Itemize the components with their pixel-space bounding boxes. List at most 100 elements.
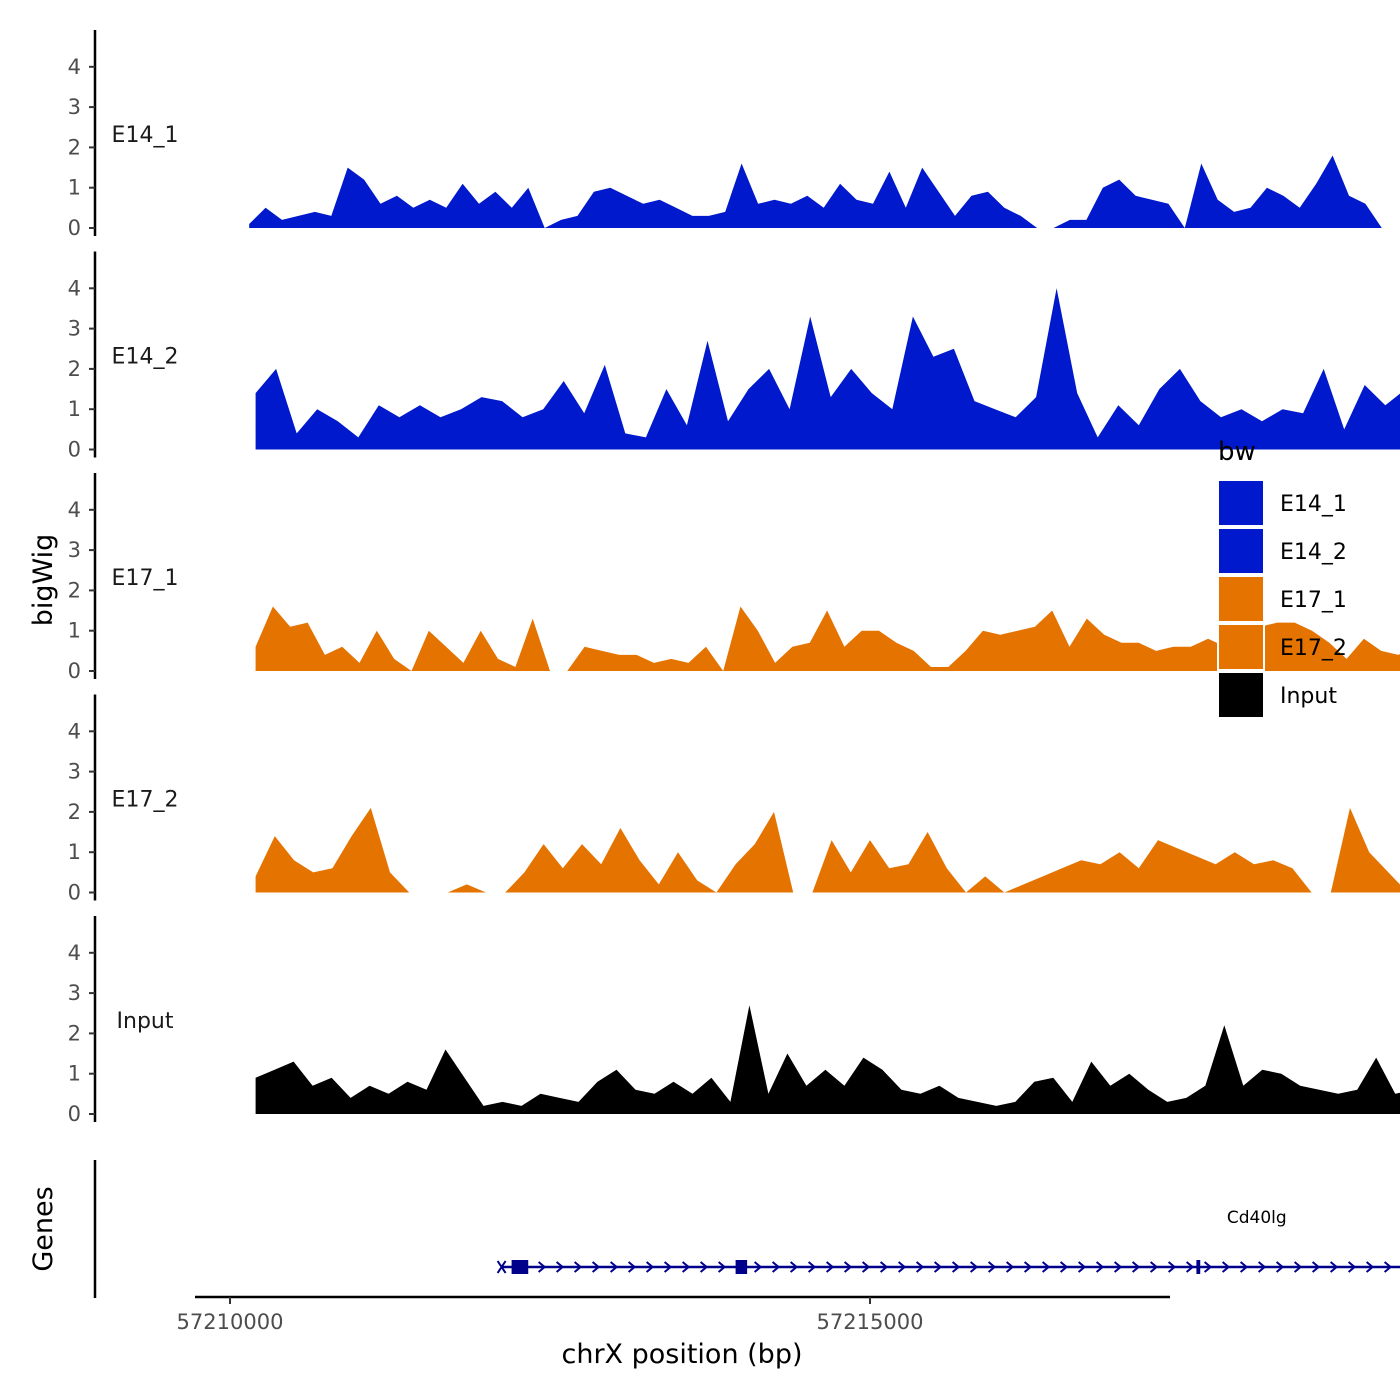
strand-arrow [933,1261,943,1273]
strand-arrow [591,1261,601,1273]
y-tick-label: 4 [68,941,81,965]
y-tick-label: 2 [68,135,81,159]
y-tick-label: 4 [68,719,81,743]
strand-arrow [771,1261,781,1273]
strand-arrow [825,1261,835,1273]
strand-arrow [1275,1261,1285,1273]
y-tick-label: 0 [68,438,81,462]
gene-label: Cd40lg [1227,1208,1287,1228]
strand-arrow [1347,1261,1357,1273]
strand-arrow [573,1261,583,1273]
signal-area [249,155,1400,228]
strand-arrow [1077,1261,1087,1273]
gene-start-marker [496,1260,507,1274]
gene-exon [511,1260,529,1274]
strand-arrow [951,1261,961,1273]
y-tick-label: 1 [68,1062,81,1086]
strand-arrow [1257,1261,1267,1273]
strand-arrow [1239,1261,1249,1273]
strand-arrow [1293,1261,1303,1273]
y-tick-label: 4 [68,55,81,79]
strand-arrow [1383,1261,1393,1273]
legend-label: E14_2 [1280,540,1347,565]
strand-arrow [1221,1261,1231,1273]
strand-arrow [681,1261,691,1273]
y-tick-label: 2 [68,578,81,602]
y-tick-label: 2 [68,800,81,824]
strand-arrow [861,1261,871,1273]
x-axis-title: chrX position (bp) [561,1339,802,1370]
gene-exon [1196,1260,1201,1274]
track-label: E14_1 [112,123,179,148]
legend-label: E17_2 [1280,636,1347,661]
strand-arrow [699,1261,709,1273]
strand-arrow [843,1261,853,1273]
strand-arrow [1167,1261,1177,1273]
y-tick-label: 1 [68,619,81,643]
strand-arrow [609,1261,619,1273]
y-tick-label: 3 [68,95,81,119]
strand-arrow [987,1261,997,1273]
y-tick-label: 0 [68,881,81,905]
legend-key [1217,671,1265,719]
y-tick-label: 3 [68,981,81,1005]
track-label: Input [117,1009,174,1034]
strand-arrow [717,1261,727,1273]
legend-label: E17_1 [1280,588,1347,613]
y-tick-label: 1 [68,397,81,421]
x-axis: chrX position (bp) 572100005721500057220… [177,1295,1170,1370]
y-tick-label: 4 [68,498,81,522]
strand-arrow [1059,1261,1069,1273]
strand-arrow [1113,1261,1123,1273]
y-tick-label: 0 [68,1102,81,1126]
y-axis-title: bigWig [28,534,59,627]
track-label: E17_1 [112,566,179,591]
signal-area [255,288,1400,450]
strand-arrow [627,1261,637,1273]
strand-arrow [1365,1261,1375,1273]
strand-arrow [1005,1261,1015,1273]
legend-key [1217,575,1265,623]
track-input: 0 1 2 3 4 Input [68,916,1400,1126]
y-tick-label: 3 [68,760,81,784]
y-tick-label: 0 [68,216,81,240]
genes-track: Genes Cd40lg [28,1160,1400,1298]
y-tick-label: 4 [68,276,81,300]
y-tick-label: 1 [68,840,81,864]
strand-arrow [1131,1261,1141,1273]
strand-arrow [969,1261,979,1273]
signal-area [255,1005,1400,1114]
y-tick-label: 2 [68,1021,81,1045]
legend-key [1217,527,1265,575]
x-tick-label: 57210000 [177,1310,284,1334]
strand-arrow [915,1261,925,1273]
strand-arrow [1185,1261,1195,1273]
signal-tracks: 0 1 2 3 4 E14_1 0 1 2 3 4 E14_2 0 1 2 3 4 E17_1 0 1 2 3 4 E17_2… [68,30,1400,1126]
track-label: E17_2 [112,788,179,813]
legend: bw E14_1 E14_2 E17_1 E17_2 Input [1217,437,1347,719]
track-e14_2: 0 1 2 3 4 E14_2 [68,251,1400,462]
strand-arrow [663,1261,673,1273]
gene-exon [735,1260,748,1274]
track-e14_1: 0 1 2 3 4 E14_1 [68,30,1400,240]
strand-arrow [1203,1261,1213,1273]
legend-key [1217,479,1265,527]
signal-area [255,606,1400,671]
genes-axis-title: Genes [28,1186,59,1271]
strand-arrow [1329,1261,1339,1273]
y-tick-label: 3 [68,317,81,341]
strand-arrow [789,1261,799,1273]
strand-arrow [1041,1261,1051,1273]
legend-title: bw [1218,437,1256,467]
strand-arrow [807,1261,817,1273]
track-e17_1: 0 1 2 3 4 E17_1 [68,473,1400,683]
legend-label: E14_1 [1280,492,1347,517]
track-e17_2: 0 1 2 3 4 E17_2 [68,694,1400,905]
strand-arrow [1149,1261,1159,1273]
y-tick-label: 2 [68,357,81,381]
signal-area [255,807,1400,893]
legend-key [1217,623,1265,671]
strand-arrow [1311,1261,1321,1273]
y-axis-title-group: bigWig [28,534,59,627]
